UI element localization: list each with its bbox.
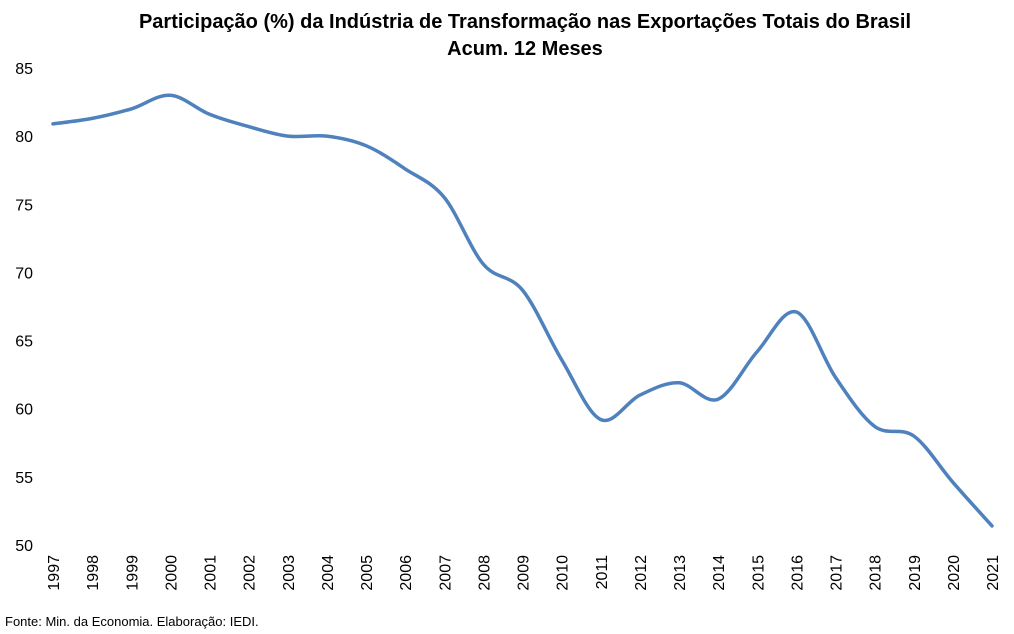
x-tick-label: 2003 bbox=[281, 555, 298, 591]
x-tick-label: 2009 bbox=[516, 555, 533, 591]
chart-subtitle: Acum. 12 Meses bbox=[447, 38, 603, 60]
x-tick-label: 2008 bbox=[476, 555, 493, 591]
y-tick-label: 75 bbox=[15, 197, 33, 214]
x-tick-label: 2001 bbox=[203, 555, 220, 591]
y-tick-label: 55 bbox=[15, 470, 33, 487]
x-tick-label: 2004 bbox=[320, 555, 337, 591]
y-tick-label: 80 bbox=[15, 129, 33, 146]
x-tick-label: 2002 bbox=[242, 555, 259, 591]
x-tick-label: 2011 bbox=[594, 555, 611, 590]
series-line bbox=[51, 93, 994, 528]
x-tick-label: 2005 bbox=[359, 555, 376, 591]
y-tick-label: 50 bbox=[15, 538, 33, 555]
x-axis: 1997 1998 1999 2000 2001 2002 2003 2004 2005 2006… bbox=[46, 555, 1002, 591]
x-tick-label: 2000 bbox=[163, 555, 180, 591]
x-tick-label: 2016 bbox=[789, 555, 806, 591]
x-tick-label: 2018 bbox=[868, 555, 885, 591]
x-tick-label: 1999 bbox=[124, 555, 141, 591]
x-tick-label: 2021 bbox=[985, 555, 1002, 591]
source-note: Fonte: Min. da Economia. Elaboração: IED… bbox=[5, 614, 259, 629]
x-tick-label: 2006 bbox=[398, 555, 415, 591]
y-tick-label: 85 bbox=[15, 61, 33, 78]
x-tick-label: 2020 bbox=[946, 555, 963, 591]
x-tick-label: 2013 bbox=[672, 555, 689, 591]
x-tick-label: 1997 bbox=[46, 555, 63, 591]
x-tick-label: 2019 bbox=[907, 555, 924, 591]
x-tick-label: 2012 bbox=[633, 555, 650, 591]
x-tick-label: 2014 bbox=[711, 555, 728, 591]
x-tick-label: 2017 bbox=[829, 555, 846, 591]
x-tick-label: 2007 bbox=[437, 555, 454, 591]
y-axis: 50 55 60 65 70 75 80 85 bbox=[15, 61, 33, 555]
series-group bbox=[51, 93, 994, 528]
x-tick-label: 2015 bbox=[750, 555, 767, 591]
y-tick-label: 65 bbox=[15, 334, 33, 351]
x-tick-label: 2010 bbox=[555, 555, 572, 591]
x-tick-label: 1998 bbox=[85, 555, 102, 591]
chart-title: Participação (%) da Indústria de Transfo… bbox=[139, 11, 911, 33]
y-tick-label: 70 bbox=[15, 265, 33, 282]
y-tick-label: 60 bbox=[15, 402, 33, 419]
